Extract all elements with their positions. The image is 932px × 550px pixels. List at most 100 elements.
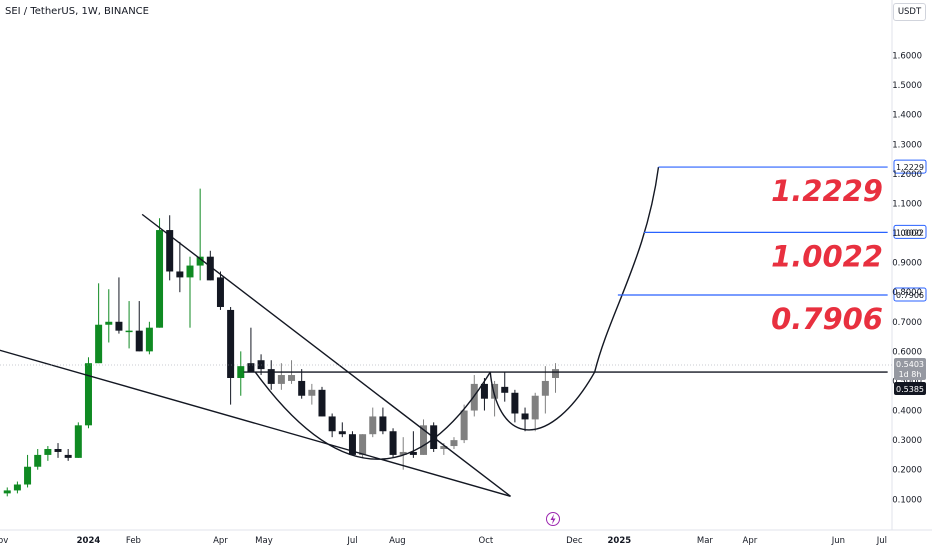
candle [186, 256, 194, 328]
candle-body [196, 256, 204, 266]
candle [450, 437, 458, 449]
event-layer[interactable] [546, 512, 560, 526]
price-tick-label: 0.1000 [892, 495, 922, 505]
prev-price-tag: 0.5385 [894, 382, 926, 395]
price-tick-label: 1.4000 [892, 111, 922, 121]
candle-body [552, 369, 560, 378]
candle-body [399, 451, 407, 455]
candle-body [277, 375, 285, 384]
candle [166, 215, 174, 281]
candle [206, 250, 214, 281]
candle-body [3, 490, 11, 494]
price-tick-label: 1.2000 [892, 170, 922, 180]
candle-body [480, 383, 488, 399]
candle-body [247, 363, 255, 373]
candle-body [227, 309, 235, 378]
candle [521, 407, 529, 432]
time-tick-label: May [255, 536, 273, 546]
target-tag-box [893, 287, 927, 302]
candle [34, 448, 42, 470]
candle [328, 413, 336, 438]
candle-body [491, 383, 499, 399]
target-tag-text: 1.2229 [896, 163, 924, 172]
candle-body [440, 446, 448, 449]
price-axis[interactable]: 1.6000 1.5000 1.4000 1.3000 1.2000 1.1000 1.00… [891, 0, 922, 530]
candle-body [348, 434, 356, 455]
candle [3, 487, 11, 497]
candle-body [24, 466, 32, 485]
candle-body [298, 380, 306, 396]
candle [318, 386, 326, 417]
price-tick-label: 0.8000 [892, 288, 922, 298]
price-tick-label: 0.9000 [892, 259, 922, 269]
cup-left-arc [254, 371, 491, 460]
drawings-layer [0, 166, 888, 498]
candle-body [318, 389, 326, 417]
price-tick-label: 0.7000 [892, 318, 922, 328]
candle-body [338, 431, 346, 435]
candle-body [531, 395, 539, 420]
candle [216, 271, 224, 310]
price-tick-label: 1.1000 [892, 199, 922, 209]
candle-body [95, 324, 103, 364]
candle [247, 327, 255, 373]
candle-body [156, 230, 164, 328]
time-tick-label: 2025 [607, 536, 631, 546]
candle-body [541, 380, 549, 396]
candle [277, 363, 285, 390]
targets-layer: 1.2229 1.2229 1.0022 1.0022 0.7906 0.7906 [617, 159, 927, 336]
candle [196, 188, 204, 281]
prev-price-text: 0.5385 [896, 385, 924, 394]
candle-body [420, 425, 428, 455]
time-axis[interactable]: Nov 2024 Feb Apr May Jul Aug Oct Dec 2025 Mar Apr Ju… [0, 529, 932, 546]
candle-body [257, 360, 265, 370]
target-axis-tag: 1.0022 [893, 224, 927, 239]
current-price-text: 0.5403 [896, 360, 924, 369]
candle-body [237, 366, 245, 378]
candle-body [186, 265, 194, 278]
candle-body [115, 321, 123, 331]
candle-body [13, 484, 21, 491]
price-tick-label: 1.5000 [892, 81, 922, 91]
time-tick-label: Apr [743, 536, 758, 546]
countdown-text: 1d 8h [899, 370, 922, 379]
candle-body [125, 330, 133, 333]
candles-layer [3, 188, 560, 497]
candle [44, 446, 52, 461]
candle [409, 431, 417, 458]
time-tick-label: 2024 [77, 536, 101, 546]
candle [531, 392, 539, 432]
time-tick-label: Aug [389, 536, 406, 546]
target-price-label: 1.2229 [771, 174, 883, 208]
target-tag-text: 0.7906 [896, 291, 924, 300]
candle-body [501, 386, 509, 393]
candle [115, 277, 123, 334]
candle-body [176, 271, 184, 278]
price-tick-label: 1.3000 [892, 140, 922, 150]
target-axis-tag: 0.7906 [893, 287, 927, 302]
candle [460, 404, 468, 444]
lightning-icon[interactable] [546, 512, 560, 526]
candle [338, 422, 346, 438]
candle [298, 369, 306, 399]
candle [379, 407, 387, 435]
candle-body [288, 375, 296, 381]
candle-body [328, 416, 336, 432]
candle [95, 283, 103, 364]
candle-body [216, 277, 224, 307]
candle-body [44, 448, 52, 455]
candle-body [521, 413, 529, 420]
target-tag-box [893, 159, 927, 174]
wedge-upper-trendline [141, 213, 511, 497]
wedge-lower-trendline [0, 349, 511, 498]
price-tick-label: 0.2000 [892, 466, 922, 476]
currency-selector-button[interactable]: USDT [893, 3, 926, 21]
candle [491, 380, 499, 417]
candle [64, 448, 72, 461]
candle-body [450, 440, 458, 447]
candle-body [145, 327, 153, 352]
candle-body [166, 230, 174, 272]
projection-curve [489, 166, 660, 431]
